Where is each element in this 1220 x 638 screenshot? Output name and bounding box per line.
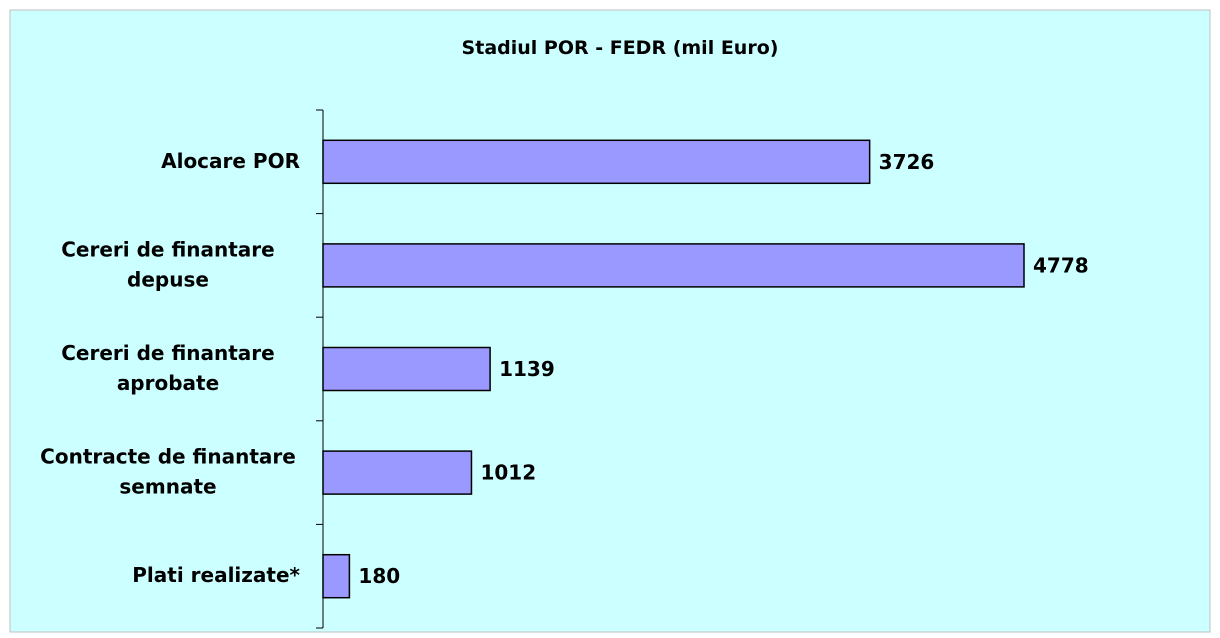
category-label: Cereri de finantare aprobate (61, 341, 274, 395)
category-label: Plati realizate* (132, 563, 300, 587)
bar (322, 139, 871, 185)
category-label: Cereri de finantare depuse (61, 237, 274, 291)
category-label: Contracte de finantare semnate (40, 444, 296, 498)
value-label: 1012 (480, 461, 536, 485)
bar (322, 450, 473, 495)
chart-title: Stadiul POR - FEDR (mil Euro) (462, 37, 779, 59)
value-label: 3726 (879, 150, 935, 174)
category-label: Alocare POR (161, 148, 300, 172)
bar (322, 243, 1025, 288)
value-label: 4778 (1033, 253, 1089, 277)
value-label: 1139 (499, 357, 555, 381)
chart-area (9, 9, 1211, 633)
bar (322, 346, 491, 392)
bar (322, 553, 351, 599)
value-label: 180 (358, 564, 400, 588)
